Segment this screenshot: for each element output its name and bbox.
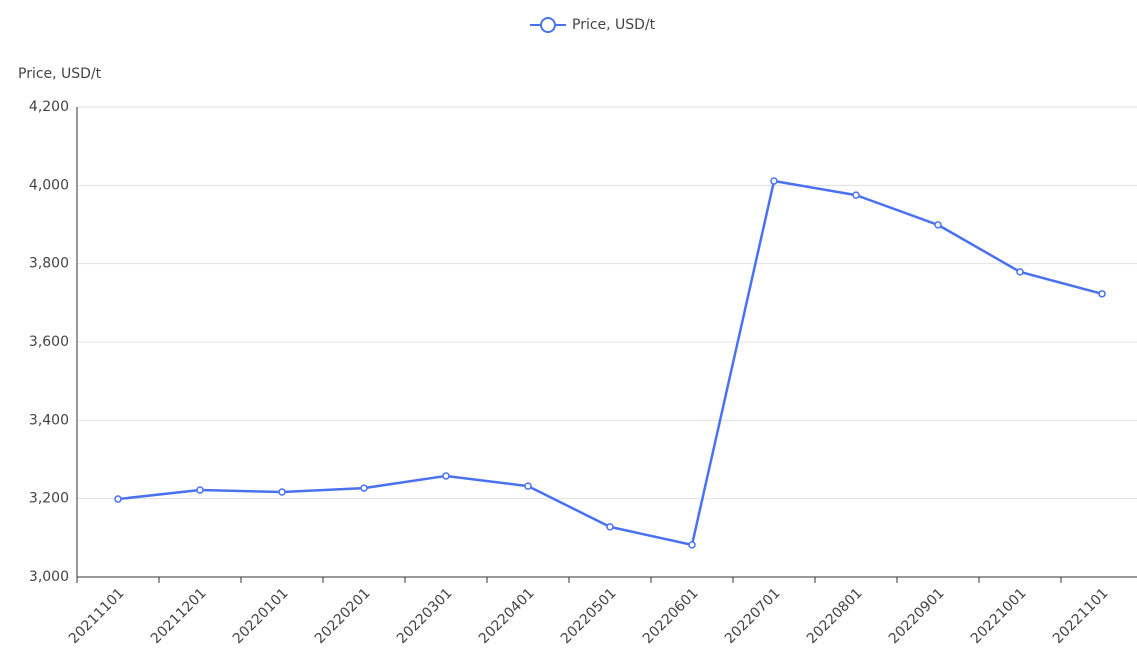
y-tick-label: 3,800: [29, 256, 69, 272]
point: [1016, 268, 1024, 276]
x-tick-label: 20220701: [722, 585, 784, 647]
y-tick-label: 3,400: [29, 412, 69, 428]
point: [1098, 290, 1106, 298]
point: [196, 486, 204, 494]
x-tick-label: 20220201: [312, 585, 374, 647]
line: [117, 179, 1103, 547]
point: [852, 191, 860, 199]
point: [688, 541, 696, 549]
legend-label: Price, USD/t: [572, 17, 656, 33]
y-tick-label: 4,000: [29, 177, 69, 193]
x-tick-label: 20220501: [558, 585, 620, 647]
x-tick-label: 20220601: [640, 585, 702, 647]
x-tick-label: 20221101: [1050, 585, 1112, 647]
x-tick-label: 20220401: [476, 585, 538, 647]
legend-marker: [540, 17, 556, 33]
point: [442, 472, 450, 480]
y-tick-label: 3,600: [29, 334, 69, 350]
x-tick-label: 20220901: [886, 585, 948, 647]
point: [360, 484, 368, 492]
x-tick-label: 20220101: [230, 585, 292, 647]
x-tick-label: 20221001: [968, 585, 1030, 647]
point: [770, 177, 778, 185]
point: [278, 488, 286, 496]
y-tick-label: 3,200: [29, 491, 69, 507]
y-axis-label: Price, USD/t: [18, 66, 102, 82]
x-tick-label: 20220801: [804, 585, 866, 647]
x-tick-label: 20211101: [66, 585, 128, 647]
point: [934, 221, 942, 229]
point: [524, 482, 532, 490]
point: [606, 523, 614, 531]
x-tick-label: 20220301: [394, 585, 456, 647]
point: [114, 495, 122, 503]
y-tick-label: 4,200: [29, 99, 69, 115]
x-tick-label: 20211201: [148, 585, 210, 647]
y-tick-label: 3,000: [29, 569, 69, 585]
